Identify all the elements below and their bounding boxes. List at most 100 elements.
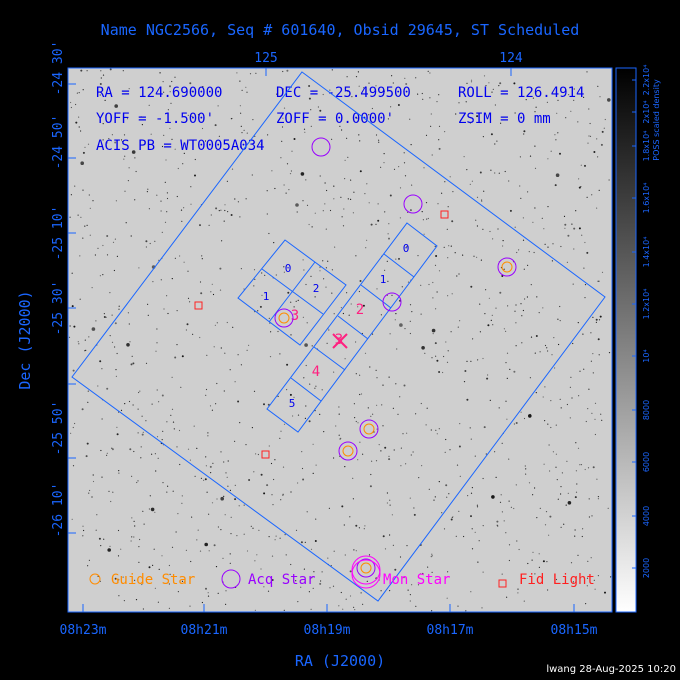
star-dot — [376, 377, 378, 379]
star-dot — [353, 606, 355, 609]
star-dot — [459, 475, 461, 477]
star-dot — [382, 535, 385, 538]
star-dot — [300, 541, 303, 544]
star-dot — [359, 170, 362, 173]
star-dot — [125, 222, 127, 224]
star-dot — [82, 189, 84, 191]
star-dot — [215, 566, 218, 568]
star-dot — [91, 496, 93, 498]
star-dot — [80, 161, 84, 165]
star-dot — [489, 399, 491, 401]
star-dot — [399, 187, 402, 189]
star-dot — [422, 572, 424, 575]
star-dot — [359, 374, 361, 376]
star-dot — [488, 297, 490, 299]
star-dot — [155, 470, 157, 472]
star-dot — [253, 471, 255, 473]
star-dot — [196, 447, 198, 449]
star-dot — [418, 477, 420, 479]
star-dot — [430, 113, 432, 115]
star-dot — [268, 317, 270, 319]
star-dot — [481, 199, 483, 201]
star-dot — [118, 308, 120, 310]
star-dot — [535, 335, 538, 337]
star-dot — [443, 246, 445, 248]
star-dot — [277, 330, 279, 333]
star-dot — [151, 453, 153, 455]
star-dot — [494, 104, 496, 106]
star-dot — [575, 491, 578, 493]
star-dot — [80, 130, 82, 132]
star-dot — [375, 369, 377, 371]
star-dot — [592, 372, 594, 374]
ccd-s2-label: 2 — [356, 302, 364, 318]
star-dot — [560, 245, 562, 248]
star-dot — [514, 310, 516, 312]
star-dot — [205, 388, 208, 391]
star-dot — [389, 590, 391, 592]
star-dot — [543, 463, 545, 465]
star-dot — [495, 476, 497, 478]
star-dot — [87, 390, 89, 392]
star-dot — [347, 90, 349, 93]
star-dot — [157, 601, 159, 603]
star-dot — [329, 587, 331, 589]
star-dot — [466, 398, 469, 401]
star-dot — [135, 599, 138, 601]
acq-star-marker — [359, 419, 379, 439]
star-dot — [297, 414, 300, 416]
star-dot — [333, 313, 335, 315]
star-dot — [536, 296, 538, 298]
star-dot — [71, 272, 73, 274]
star-dot — [589, 122, 591, 125]
star-dot — [78, 343, 80, 345]
star-dot — [431, 154, 433, 156]
star-dot — [84, 225, 86, 227]
star-dot — [75, 121, 78, 124]
y-axis-label: Dec (J2000) — [16, 290, 34, 389]
star-dot — [185, 329, 187, 331]
star-dot — [529, 155, 532, 157]
star-dot — [548, 534, 550, 536]
y-tick-label: -25 30' — [51, 281, 66, 336]
star-dot — [392, 544, 394, 546]
star-dot — [80, 216, 82, 218]
star-dot — [297, 482, 299, 484]
star-dot — [575, 442, 577, 444]
ccd-s1-label: 1 — [380, 273, 387, 286]
star-dot — [253, 269, 256, 271]
star-dot — [346, 76, 348, 78]
star-dot — [89, 207, 91, 209]
star-dot — [240, 112, 242, 114]
star-dot — [450, 331, 452, 333]
star-dot — [417, 584, 420, 586]
star-dot — [410, 144, 412, 146]
star-dot — [544, 420, 546, 422]
y-tick-label: -24 30' — [51, 41, 66, 96]
star-dot — [499, 501, 502, 503]
star-dot — [227, 211, 229, 213]
star-dot — [550, 426, 552, 429]
star-dot — [209, 465, 212, 468]
star-dot — [420, 284, 422, 286]
star-dot — [559, 398, 561, 400]
star-dot — [505, 400, 507, 402]
star-dot — [306, 511, 308, 513]
star-dot — [541, 217, 543, 219]
star-dot — [196, 539, 198, 541]
star-dot — [319, 266, 321, 268]
star-dot — [546, 347, 548, 349]
star-dot — [533, 251, 535, 254]
star-dot — [201, 258, 203, 260]
star-dot — [348, 314, 350, 316]
star-dot — [229, 489, 231, 491]
star-dot — [359, 393, 361, 396]
star-dot — [301, 467, 304, 470]
star-dot — [556, 479, 558, 481]
star-dot — [366, 239, 368, 241]
star-dot — [420, 402, 422, 405]
star-dot — [513, 507, 515, 510]
star-dot — [328, 329, 330, 331]
star-dot — [366, 183, 368, 185]
star-dot — [214, 124, 217, 127]
